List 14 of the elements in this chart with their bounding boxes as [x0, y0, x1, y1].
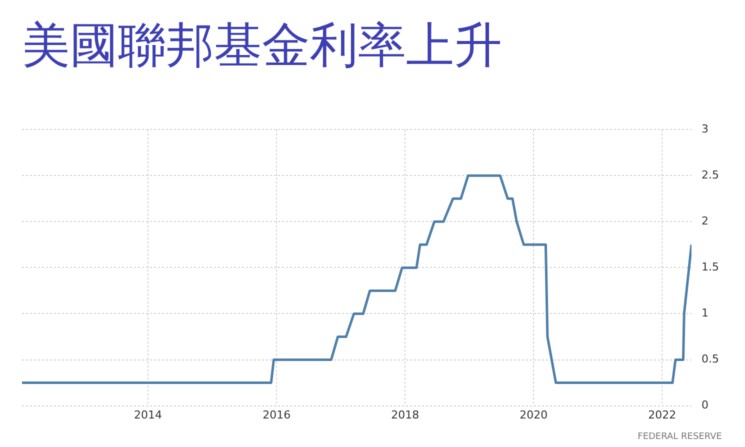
- x-tick-label: 2022: [648, 408, 676, 422]
- x-tick-label: 2020: [520, 408, 548, 422]
- y-tick-label: 2.5: [702, 168, 720, 182]
- text: FEDERAL RESERVE: [638, 432, 722, 442]
- y-tick-label: 0.5: [702, 352, 720, 366]
- y-tick-label: 2: [702, 214, 709, 228]
- x-tick-label: 2016: [262, 408, 291, 422]
- y-tick-label: 1.5: [702, 260, 720, 274]
- y-tick-label: 3: [702, 122, 709, 136]
- x-tick-label: 2018: [391, 408, 420, 422]
- x-tick-label: 2014: [134, 408, 162, 422]
- chart-title: 美國聯邦基金利率上升: [22, 19, 502, 72]
- y-tick-label: 1: [702, 306, 709, 320]
- y-tick-label: 0: [702, 398, 709, 412]
